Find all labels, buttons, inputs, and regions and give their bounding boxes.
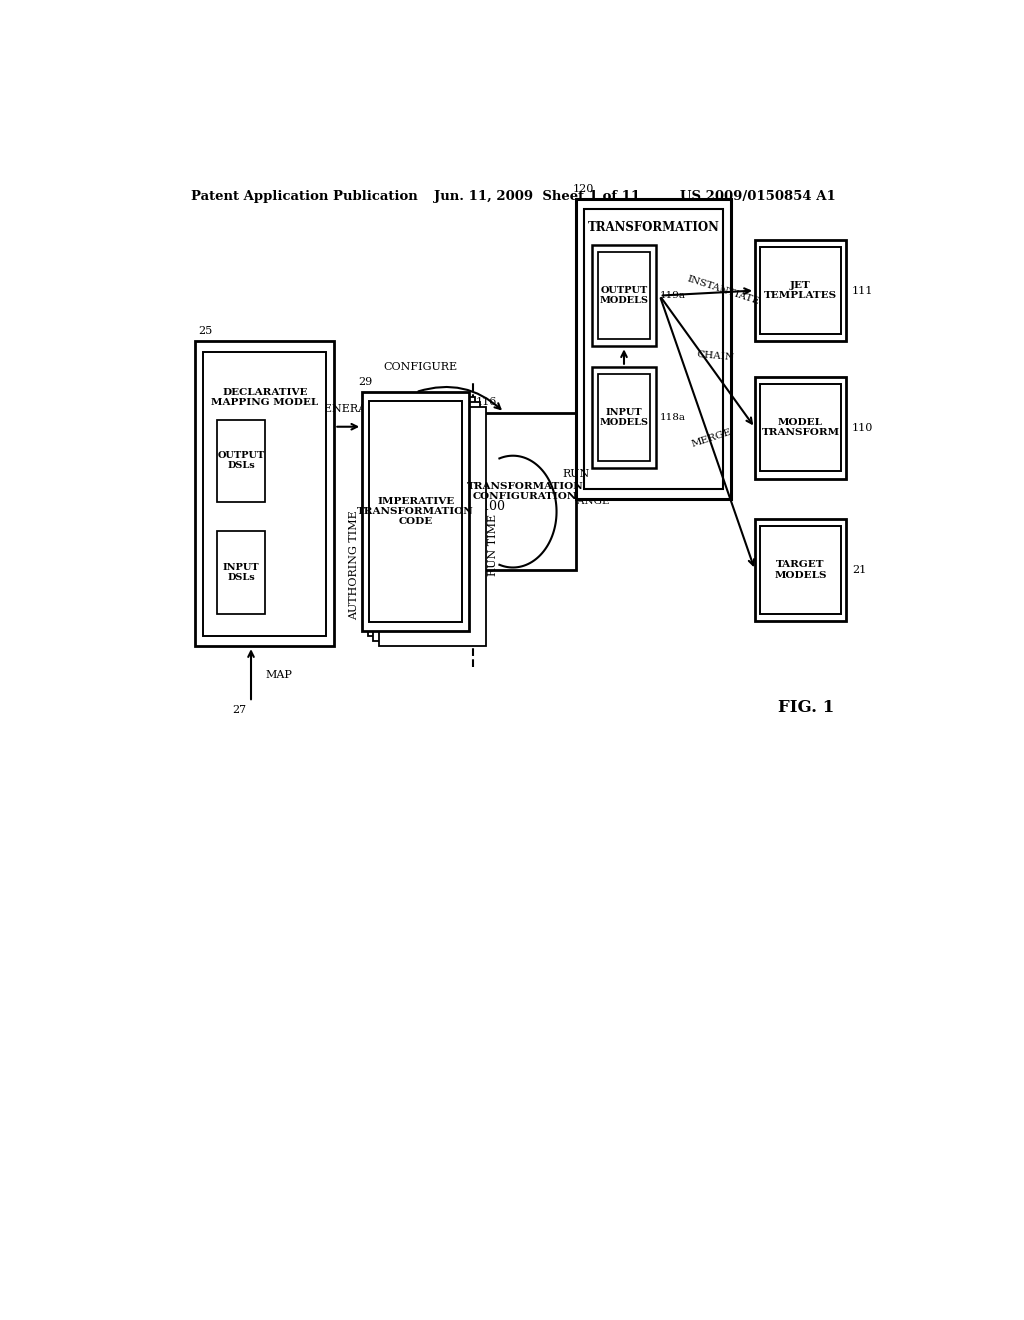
Bar: [761, 384, 841, 471]
Text: MODEL
TRANSFORM: MODEL TRANSFORM: [762, 418, 840, 437]
Text: JET
TEMPLATES: JET TEMPLATES: [764, 281, 838, 300]
Bar: [592, 244, 655, 346]
Bar: [211, 524, 270, 620]
Bar: [196, 342, 334, 647]
Text: 119: 119: [275, 455, 297, 466]
Text: 118a: 118a: [659, 413, 686, 422]
Bar: [217, 532, 265, 614]
Text: 111: 111: [852, 285, 873, 296]
Text: RUN: RUN: [563, 469, 590, 479]
Text: GENERATE: GENERATE: [315, 404, 381, 413]
Text: 119a: 119a: [659, 292, 686, 300]
Text: TRANSFORMATION: TRANSFORMATION: [588, 220, 720, 234]
Bar: [755, 240, 846, 342]
Text: 27: 27: [232, 705, 246, 715]
Text: 118: 118: [275, 568, 297, 578]
Text: OUTPUT
MODELS: OUTPUT MODELS: [599, 286, 648, 305]
Text: TARGET
MODELS: TARGET MODELS: [774, 561, 826, 579]
Bar: [755, 519, 846, 620]
Bar: [362, 392, 469, 631]
Text: RUN TIME: RUN TIME: [488, 513, 498, 576]
Text: CHANGE: CHANGE: [560, 496, 610, 506]
Text: MERGE: MERGE: [690, 428, 732, 449]
Bar: [761, 527, 841, 614]
Bar: [368, 397, 475, 636]
Text: INSTANTIATE: INSTANTIATE: [686, 275, 761, 306]
Bar: [379, 408, 486, 647]
Text: 116: 116: [475, 397, 497, 408]
Bar: [761, 247, 841, 334]
Bar: [211, 412, 270, 510]
Bar: [370, 401, 462, 622]
Bar: [598, 252, 650, 339]
Text: 21: 21: [852, 565, 866, 576]
Text: DECLARATIVE
MAPPING MODEL: DECLARATIVE MAPPING MODEL: [211, 388, 318, 407]
Bar: [373, 403, 480, 642]
Text: MAP: MAP: [265, 669, 292, 680]
Text: TRANSFORMATION
CONFIGURATION: TRANSFORMATION CONFIGURATION: [466, 482, 584, 502]
Bar: [598, 374, 650, 461]
Text: US 2009/0150854 A1: US 2009/0150854 A1: [680, 190, 836, 202]
Text: CONFIGURE: CONFIGURE: [383, 362, 458, 372]
Bar: [755, 378, 846, 479]
Bar: [204, 351, 327, 636]
Text: 29: 29: [358, 378, 373, 387]
Text: Jun. 11, 2009  Sheet 1 of 11: Jun. 11, 2009 Sheet 1 of 11: [433, 190, 640, 202]
Text: AUTHORING TIME: AUTHORING TIME: [349, 510, 359, 620]
Text: 25: 25: [198, 326, 212, 337]
Text: 110: 110: [852, 422, 873, 433]
Text: CHAIN: CHAIN: [696, 351, 734, 363]
Bar: [592, 367, 655, 469]
Bar: [585, 210, 723, 488]
Text: IMPERATIVE
TRANSFORMATION
CODE: IMPERATIVE TRANSFORMATION CODE: [357, 496, 474, 527]
Bar: [217, 420, 265, 502]
Text: INPUT
DSLs: INPUT DSLs: [223, 562, 259, 582]
Text: Patent Application Publication: Patent Application Publication: [191, 190, 418, 202]
Text: 100: 100: [481, 499, 505, 512]
Bar: [577, 199, 731, 499]
Text: FIG. 1: FIG. 1: [778, 698, 835, 715]
Text: 120: 120: [572, 183, 594, 194]
Text: INPUT
MODELS: INPUT MODELS: [599, 408, 648, 428]
Bar: [473, 413, 577, 570]
Text: OUTPUT
DSLs: OUTPUT DSLs: [217, 451, 265, 470]
